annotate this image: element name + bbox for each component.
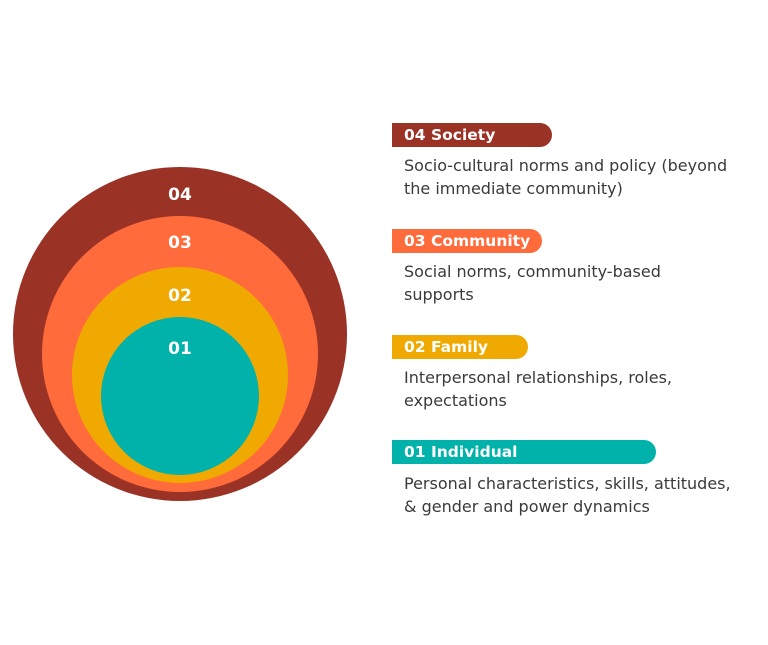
- level-title-family: 02 Family: [392, 335, 528, 359]
- ring-label-01: 01: [168, 339, 192, 359]
- level-title-community: 03 Community: [392, 229, 542, 253]
- ring-individual: [101, 317, 259, 475]
- ring-label-02: 02: [168, 286, 192, 306]
- level-description-individual: Personal characteristics, skills, attitu…: [404, 472, 764, 518]
- level-description-community: Social norms, community-based supports: [404, 260, 764, 306]
- description-line: & gender and power dynamics: [404, 497, 650, 516]
- description-line: expectations: [404, 391, 507, 410]
- ring-label-04: 04: [168, 185, 192, 205]
- level-title-individual: 01 Individual: [392, 440, 656, 464]
- description-line: Personal characteristics, skills, attitu…: [404, 474, 731, 493]
- description-line: Interpersonal relationships, roles,: [404, 368, 673, 387]
- description-line: Socio-cultural norms and policy (beyond: [404, 156, 728, 175]
- level-description-family: Interpersonal relationships, roles, expe…: [404, 366, 764, 412]
- level-description-society: Socio-cultural norms and policy (beyond …: [404, 154, 764, 200]
- ring-label-03: 03: [168, 233, 192, 253]
- level-title-society: 04 Society: [392, 123, 552, 147]
- description-line: supports: [404, 285, 474, 304]
- description-line: Social norms, community-based: [404, 262, 661, 281]
- description-line: the immediate community): [404, 179, 623, 198]
